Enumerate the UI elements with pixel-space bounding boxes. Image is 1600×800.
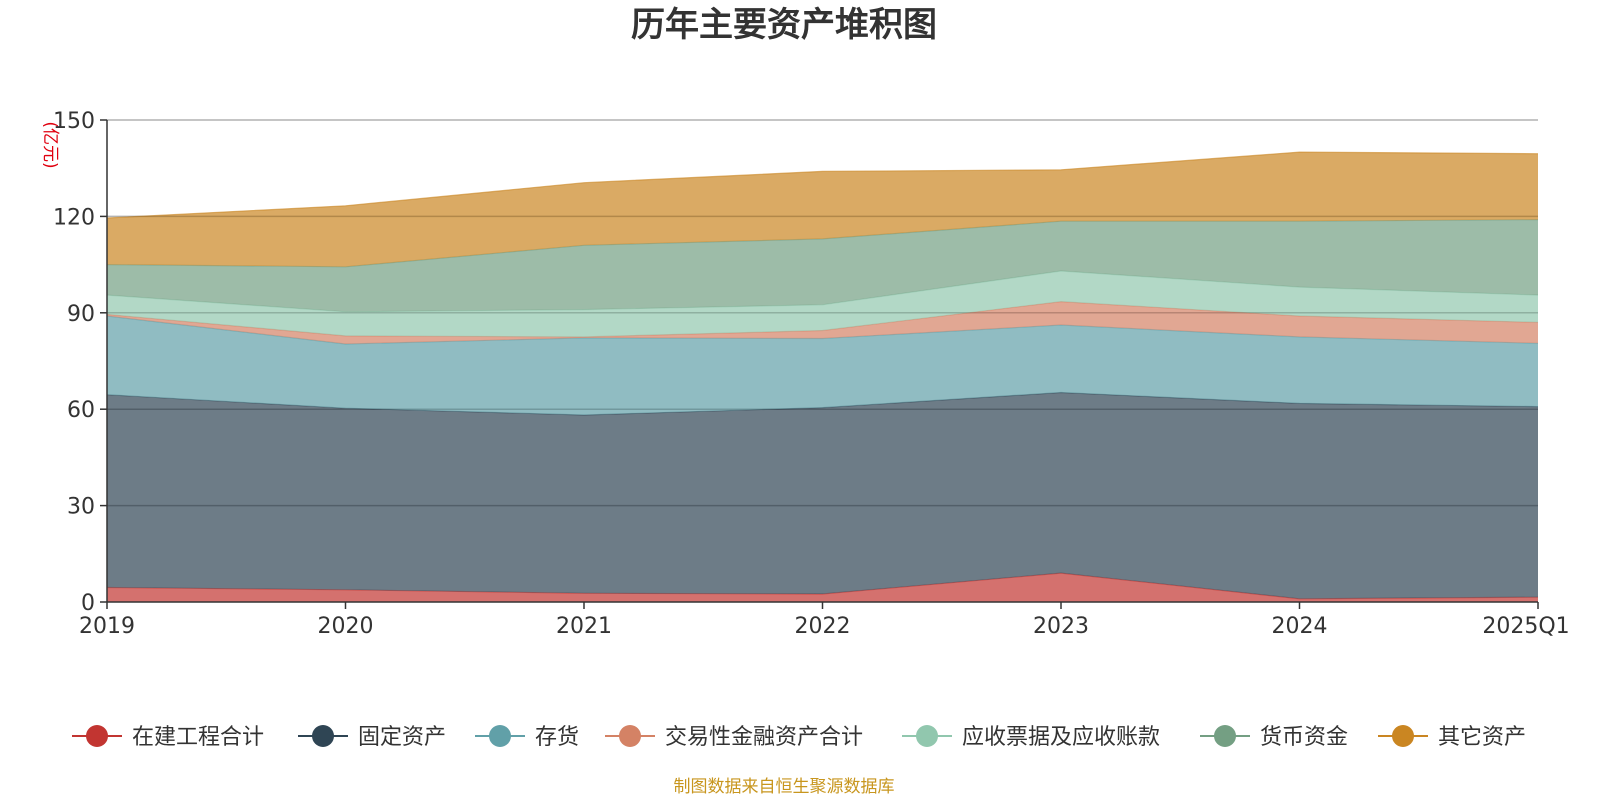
axes: 0 30 60 90 120 150 2019 2020 2021 2022 2023 2024 202…	[53, 109, 1570, 639]
area-6	[107, 219, 1538, 312]
legend-label: 应收票据及应收账款	[962, 725, 1160, 750]
x-tick-label: 2023	[1033, 614, 1089, 639]
x-tick-label: 2021	[556, 614, 612, 639]
x-tick-label: 2022	[795, 614, 851, 639]
area-5	[107, 271, 1538, 337]
legend-marker	[916, 725, 938, 747]
y-tick-label: 0	[81, 591, 95, 616]
legend-label: 存货	[535, 725, 579, 750]
legend-item-2[interactable]: 固定资产	[298, 725, 446, 750]
legend[interactable]: 在建工程合计 固定资产 存货 交易性金融资产合计 应收票据及应收账款 货币资金 其它资产	[72, 725, 1526, 750]
area-edge-7	[106, 151, 1539, 219]
x-tick-label: 2020	[318, 614, 374, 639]
chart-title: 历年主要资产堆积图	[631, 5, 937, 45]
data-source-note: 制图数据来自恒生聚源数据库	[674, 777, 895, 797]
y-tick-label: 90	[67, 302, 95, 327]
legend-label: 固定资产	[358, 725, 446, 750]
legend-label: 交易性金融资产合计	[665, 725, 863, 750]
legend-item-6[interactable]: 货币资金	[1200, 725, 1348, 750]
area-2	[107, 392, 1538, 599]
legend-label: 在建工程合计	[132, 725, 264, 750]
legend-marker	[619, 725, 641, 747]
y-tick-label: 120	[53, 205, 95, 230]
legend-label: 货币资金	[1260, 725, 1348, 750]
x-tick-label: 2025Q1	[1482, 614, 1569, 639]
area-3	[107, 316, 1538, 415]
legend-marker	[86, 725, 108, 747]
area-series	[106, 151, 1539, 602]
x-tick-label: 2019	[79, 614, 135, 639]
legend-item-5[interactable]: 应收票据及应收账款	[902, 725, 1160, 750]
legend-item-7[interactable]: 其它资产	[1378, 725, 1526, 750]
area-7	[107, 152, 1538, 267]
area-1	[107, 573, 1538, 602]
legend-marker	[1392, 725, 1414, 747]
y-tick-label: 60	[67, 398, 95, 423]
legend-marker	[1214, 725, 1236, 747]
legend-label: 其它资产	[1438, 725, 1526, 750]
y-tick-label: 30	[67, 495, 95, 520]
x-tick-label: 2024	[1272, 614, 1328, 639]
area-4	[107, 301, 1538, 344]
legend-item-3[interactable]: 存货	[475, 725, 579, 750]
legend-marker	[489, 725, 511, 747]
y-axis-unit: (亿元)	[40, 121, 60, 168]
legend-item-1[interactable]: 在建工程合计	[72, 725, 264, 750]
y-tick-label: 150	[53, 109, 95, 134]
legend-marker	[312, 725, 334, 747]
gridline-overlay	[107, 119, 1538, 507]
legend-item-4[interactable]: 交易性金融资产合计	[605, 725, 863, 750]
